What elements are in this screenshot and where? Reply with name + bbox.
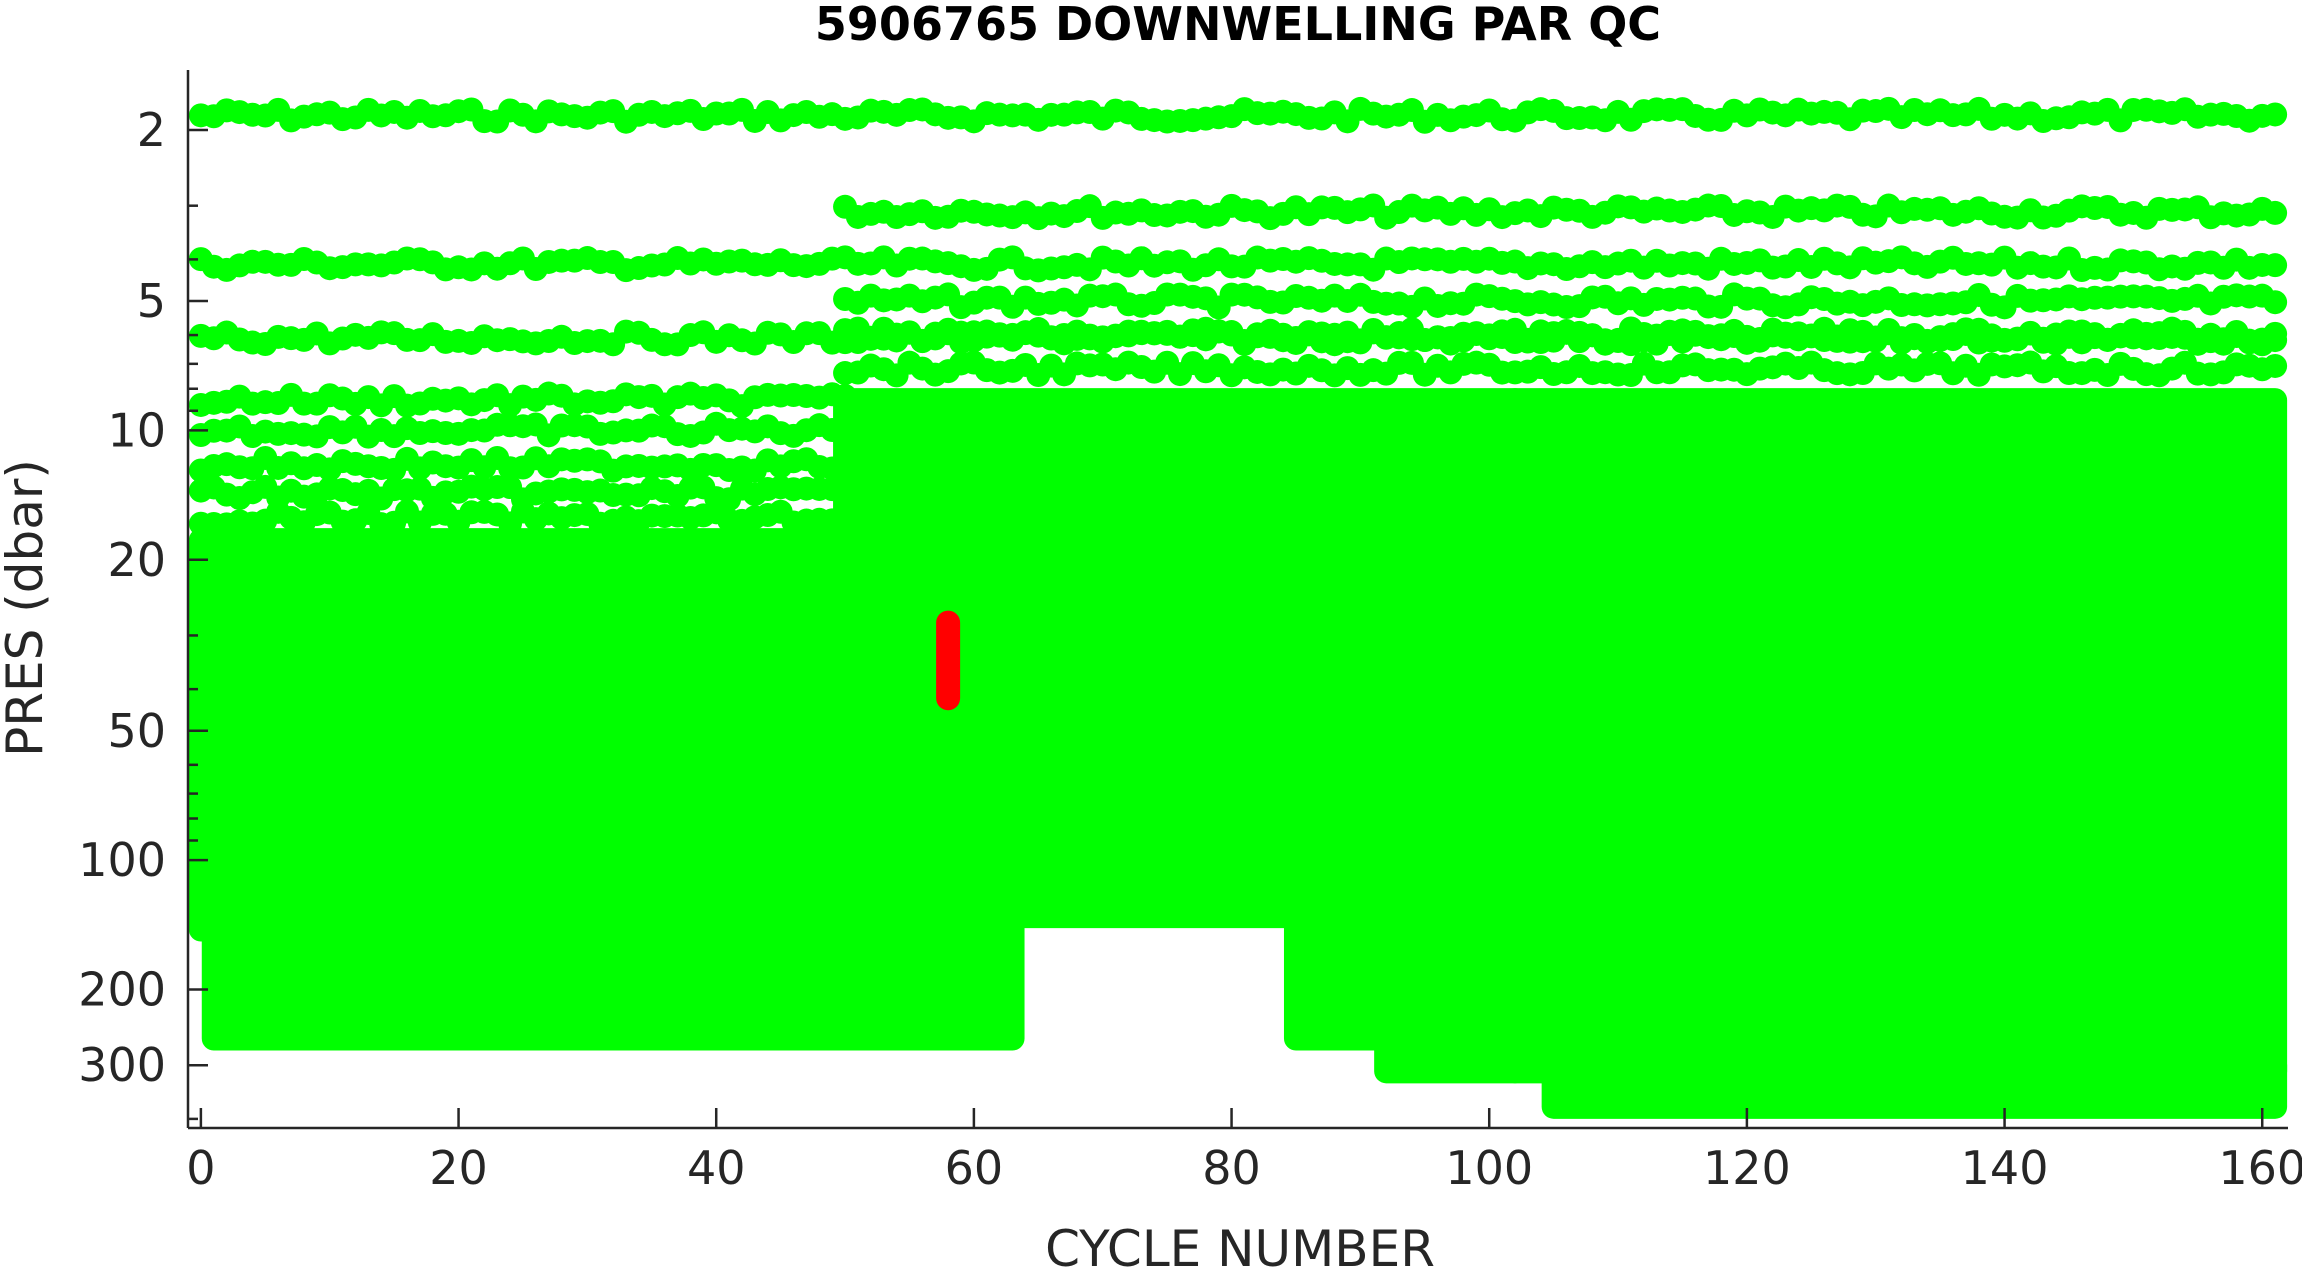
chart-title: 5906765 DOWNWELLING PAR QC <box>815 0 1661 51</box>
data-point <box>833 421 858 446</box>
bad-point-0 <box>936 610 961 711</box>
pressure-level-11 <box>188 499 858 537</box>
x-tick-label: 120 <box>1703 1141 1791 1195</box>
data-point <box>2263 253 2288 278</box>
y-tick-label: 100 <box>78 833 166 887</box>
x-tick-label: 40 <box>687 1141 746 1195</box>
y-axis-label: PRES (dbar) <box>0 459 54 757</box>
y-tick-label: 300 <box>78 1038 166 1092</box>
pressure-level-5 <box>833 316 2288 354</box>
x-tick-label: 100 <box>1445 1141 1533 1195</box>
data-point <box>833 383 858 408</box>
pressure-level-1 <box>833 193 2288 231</box>
pressure-level-2 <box>188 245 2288 283</box>
profile-block-2 <box>833 388 1527 929</box>
data-point <box>2263 290 2288 315</box>
profile-block-1 <box>201 528 1025 1051</box>
y-tick-label: 10 <box>107 403 166 457</box>
y-axis-ticks: 2 5 10 20 50 100 200 300 <box>78 103 208 1121</box>
x-tick-label: 0 <box>186 1141 215 1195</box>
y-tick-label: 200 <box>78 963 166 1017</box>
profile-block-3 <box>1283 904 1399 1051</box>
data-point <box>2263 328 2288 353</box>
series-good <box>188 96 2288 1119</box>
x-axis-ticks: 0 20 40 60 80 100 120 140 160 <box>186 1108 2302 1195</box>
data-point <box>2263 353 2288 378</box>
x-tick-label: 20 <box>429 1141 488 1195</box>
pressure-level-3 <box>833 282 2288 320</box>
profile-block-4 <box>1374 904 1527 1084</box>
data-point <box>2263 102 2288 127</box>
y-tick-label: 2 <box>137 103 166 157</box>
y-tick-label: 50 <box>107 704 166 758</box>
data-point <box>833 478 858 503</box>
y-tick-label: 20 <box>107 533 166 587</box>
pressure-level-8 <box>188 411 858 449</box>
axes <box>186 70 2288 1130</box>
series-bad <box>936 610 961 711</box>
x-axis-label: CYCLE NUMBER <box>1045 1220 1435 1269</box>
x-tick-label: 60 <box>945 1141 1004 1195</box>
y-tick-label: 5 <box>137 274 166 328</box>
profile-block-6 <box>1541 1053 2288 1119</box>
data-point <box>2263 200 2288 225</box>
profile-block-5 <box>1502 388 2288 1084</box>
pressure-level-7 <box>188 381 858 419</box>
data-point <box>833 447 858 472</box>
data-point <box>833 504 858 529</box>
x-tick-label: 80 <box>1202 1141 1261 1195</box>
pressure-level-9 <box>188 445 858 483</box>
x-tick-label: 140 <box>1961 1141 2049 1195</box>
plot-area <box>188 96 2288 1119</box>
pressure-level-6 <box>833 350 2288 388</box>
pressure-level-0 <box>188 96 2288 134</box>
x-tick-label: 160 <box>2218 1141 2302 1195</box>
